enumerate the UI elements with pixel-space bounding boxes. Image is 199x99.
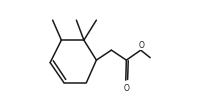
Text: O: O <box>124 84 130 93</box>
Text: O: O <box>139 41 144 50</box>
